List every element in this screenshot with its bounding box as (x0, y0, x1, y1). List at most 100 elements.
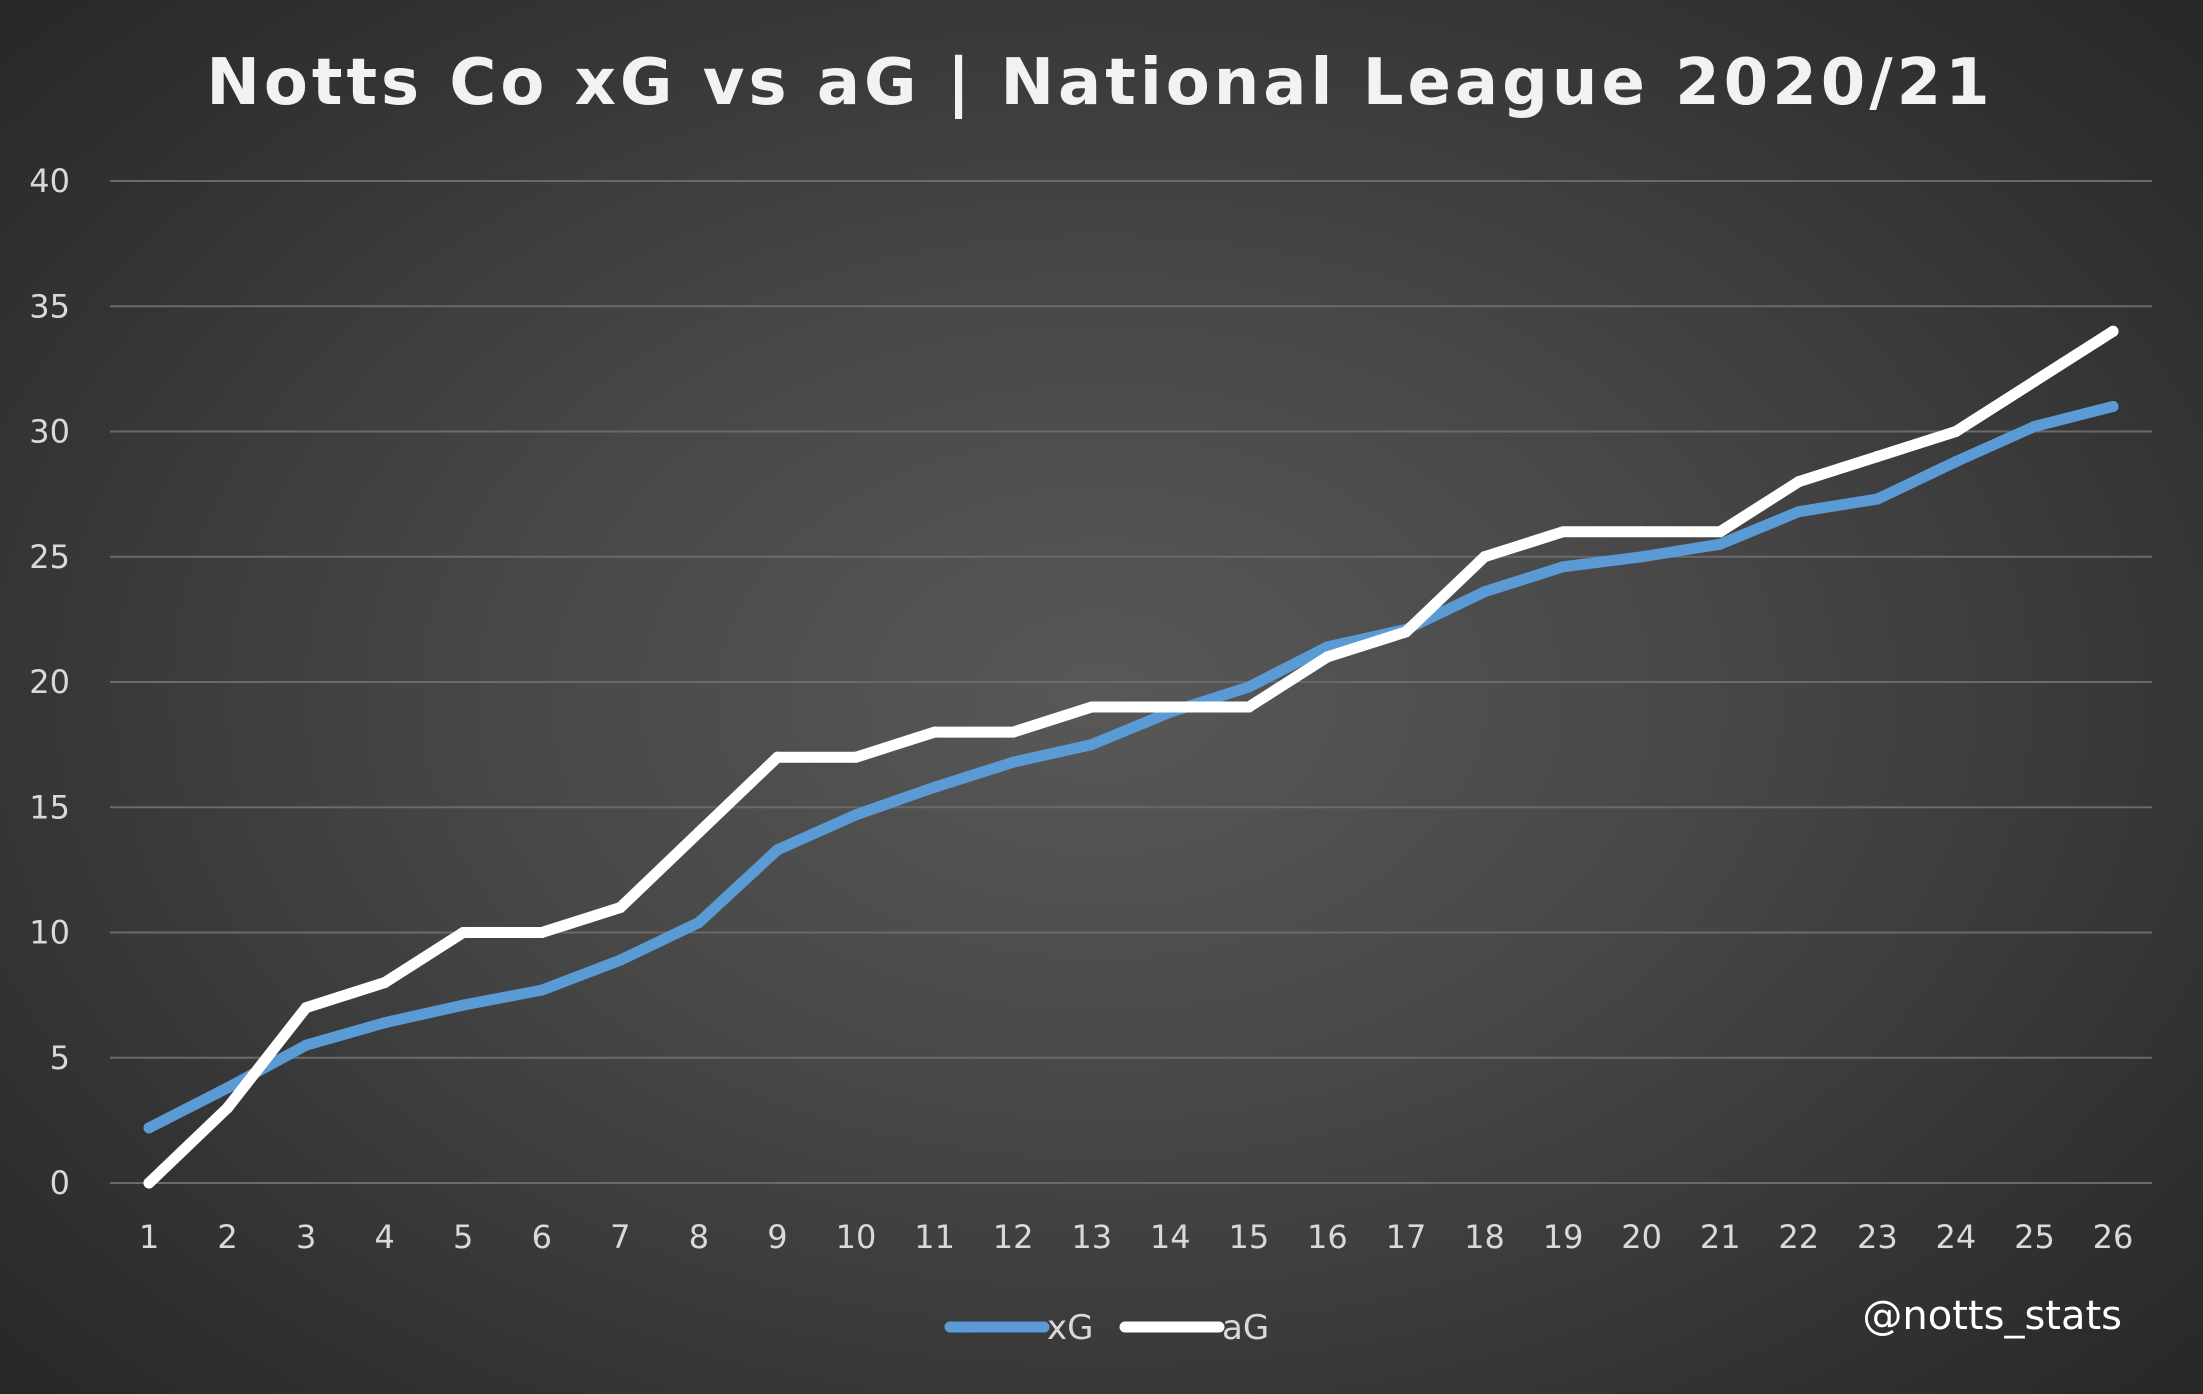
legend-label-xg: xG (1047, 1308, 1093, 1348)
data-point-ag (222, 1102, 234, 1114)
x-tick-label: 10 (836, 1218, 877, 1256)
data-point-xg (693, 916, 705, 928)
data-point-ag (1871, 451, 1883, 463)
data-point-xg (1086, 739, 1098, 751)
x-tick-label: 5 (453, 1218, 473, 1256)
chart-title: Notts Co xG vs aG | National League 2020… (206, 46, 1993, 120)
data-point-xg (771, 844, 783, 856)
data-point-xg (379, 1017, 391, 1029)
series-ag (143, 325, 2119, 1189)
x-tick-label: 14 (1150, 1218, 1191, 1256)
y-tick-label: 40 (29, 162, 70, 200)
series-line-xg (143, 400, 2119, 1134)
data-point-ag (2028, 375, 2040, 387)
series-line-ag (143, 325, 2119, 1189)
y-tick-label: 15 (29, 788, 70, 826)
series-xg (143, 400, 2119, 1134)
x-tick-label: 18 (1464, 1218, 1505, 1256)
data-point-ag (2107, 325, 2119, 337)
data-point-ag (1636, 526, 1648, 538)
data-point-xg (1479, 586, 1491, 598)
x-tick-label: 25 (2014, 1218, 2055, 1256)
data-point-xg (614, 954, 626, 966)
x-tick-label: 19 (1543, 1218, 1584, 1256)
y-tick-label: 5 (50, 1039, 70, 1077)
y-tick-label: 10 (29, 914, 70, 952)
legend-item-xg: xG (944, 1308, 1093, 1348)
data-point-xg (2028, 420, 2040, 432)
data-point-ag (1400, 626, 1412, 638)
data-point-xg (2107, 400, 2119, 412)
data-point-xg (1557, 561, 1569, 573)
x-tick-label: 20 (1621, 1218, 1662, 1256)
data-point-ag (929, 726, 941, 738)
legend-item-ag: aG (1119, 1308, 1269, 1348)
data-point-ag (1086, 701, 1098, 713)
data-point-ag (1714, 526, 1726, 538)
data-point-ag (1479, 551, 1491, 563)
x-tick-label: 1 (139, 1218, 159, 1256)
data-point-xg (1007, 756, 1019, 768)
x-tick-label: 16 (1307, 1218, 1348, 1256)
y-tick-label: 25 (29, 538, 70, 576)
x-tick-label: 6 (532, 1218, 552, 1256)
credit-annotation: @notts_stats (1862, 1293, 2122, 1339)
x-tick-label: 21 (1700, 1218, 1741, 1256)
x-axis-tick-labels: 1 2 3 4 5 6 7 8 9 10 11 12 13 14 15 16 17 18 19 20 21 22 23 24 2… (139, 1218, 2134, 1256)
x-tick-label: 2 (217, 1218, 237, 1256)
data-point-xg (222, 1082, 234, 1094)
data-point-xg (143, 1122, 155, 1134)
y-tick-label: 0 (50, 1164, 70, 1202)
legend-label-ag: aG (1222, 1308, 1269, 1348)
data-point-ag (457, 927, 469, 938)
data-point-xg (1793, 506, 1805, 518)
data-point-xg (1714, 538, 1726, 550)
data-point-xg (1243, 681, 1255, 693)
data-point-ag (379, 977, 391, 989)
x-tick-label: 8 (689, 1218, 709, 1256)
x-tick-label: 24 (1936, 1218, 1977, 1256)
x-tick-label: 23 (1857, 1218, 1898, 1256)
data-point-ag (614, 901, 626, 913)
x-tick-label: 26 (2093, 1218, 2134, 1256)
x-tick-label: 3 (296, 1218, 316, 1256)
data-point-ag (1007, 726, 1019, 738)
data-point-xg (536, 984, 548, 996)
legend: xG aG (944, 1308, 1269, 1348)
data-point-xg (929, 781, 941, 793)
data-point-xg (457, 999, 469, 1011)
x-tick-label: 13 (1071, 1218, 1112, 1256)
data-point-ag (1950, 426, 1962, 437)
y-tick-label: 30 (29, 413, 70, 451)
x-tick-label: 11 (914, 1218, 955, 1256)
x-tick-label: 22 (1778, 1218, 1819, 1256)
x-tick-label: 17 (1386, 1218, 1427, 1256)
x-tick-label: 4 (375, 1218, 395, 1256)
data-point-ag (300, 1002, 312, 1014)
data-point-xg (1950, 456, 1962, 468)
data-point-ag (143, 1177, 155, 1189)
data-point-ag (1557, 526, 1569, 538)
data-point-xg (1321, 641, 1333, 653)
x-tick-label: 9 (767, 1218, 787, 1256)
y-axis-tick-labels: 0 5 10 15 20 25 30 35 40 (29, 162, 70, 1202)
y-tick-label: 20 (29, 663, 70, 701)
data-point-ag (1243, 701, 1255, 713)
x-tick-label: 7 (610, 1218, 630, 1256)
data-point-xg (300, 1039, 312, 1051)
data-point-ag (771, 751, 783, 763)
data-point-xg (1871, 493, 1883, 505)
data-point-ag (693, 826, 705, 838)
gridlines (110, 180, 2152, 1184)
data-point-ag (1793, 476, 1805, 488)
x-tick-label: 15 (1228, 1218, 1269, 1256)
data-point-ag (1321, 651, 1333, 663)
series-lines (143, 325, 2119, 1189)
x-tick-label: 12 (993, 1218, 1034, 1256)
data-point-xg (1636, 551, 1648, 563)
data-point-ag (1164, 701, 1176, 713)
data-point-ag (850, 751, 862, 763)
data-point-ag (536, 927, 548, 938)
